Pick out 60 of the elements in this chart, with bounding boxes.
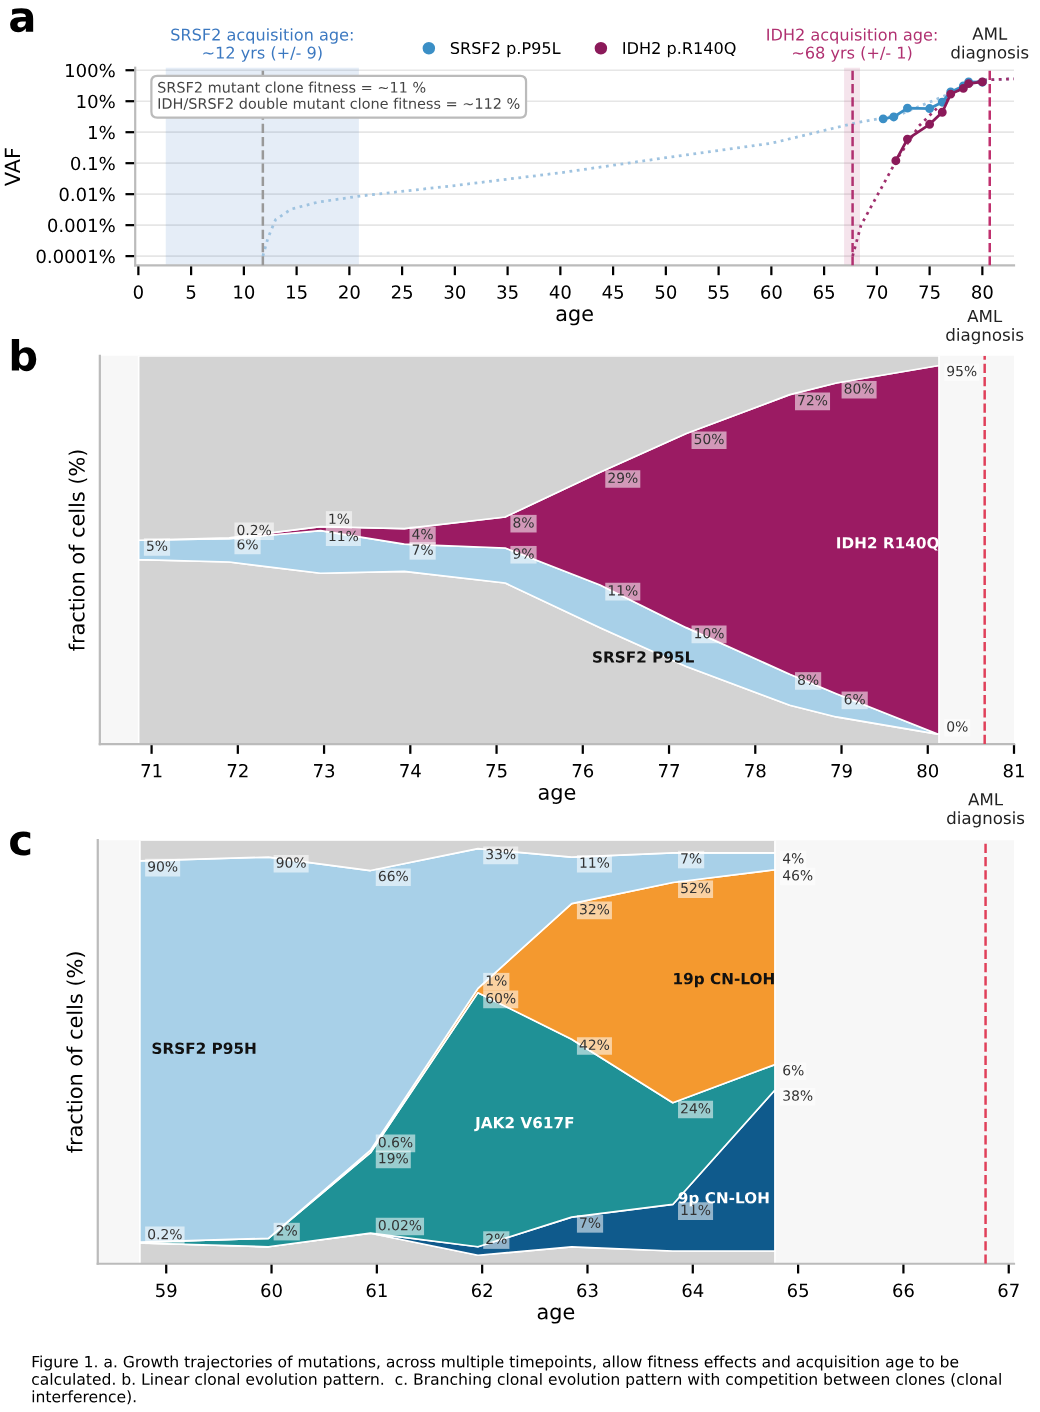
x-tick-label: 60 — [261, 1283, 282, 1298]
chart-title: b — [11, 338, 37, 372]
x-tick-label: 81 — [1003, 763, 1024, 778]
y-axis-title: fraction of cells (%) — [68, 450, 88, 651]
x-tick-label: 78 — [745, 763, 766, 778]
y-tick-label: 0.01% — [59, 187, 115, 202]
x-tick-label: 15 — [287, 285, 307, 299]
ref-line-label: AML diagnosis — [947, 793, 1025, 828]
x-tick-label: 71 — [141, 764, 162, 778]
x-tick-label: 65 — [813, 285, 835, 299]
legend-label: SRSF2 p.P95L — [450, 41, 561, 58]
x-tick-label: 79 — [831, 763, 852, 778]
y-tick-label: 0.001% — [48, 218, 115, 233]
x-tick-label: 67 — [998, 1283, 1019, 1298]
x-tick-label: 20 — [339, 285, 360, 299]
x-tick-label: 50 — [655, 285, 677, 299]
x-tick-label: 62 — [471, 1283, 492, 1298]
x-tick-label: 74 — [400, 764, 421, 778]
y-tick-label: 0.1% — [71, 156, 115, 171]
x-tick-label: 75 — [486, 764, 507, 778]
x-axis-title: age — [538, 787, 576, 804]
x-tick-label: 65 — [787, 1283, 809, 1298]
y-axis-title: VAF — [4, 148, 20, 187]
ref-line-label: AML diagnosis — [951, 27, 1029, 62]
x-tick-label: 45 — [602, 285, 624, 299]
x-tick-label: 72 — [227, 763, 248, 778]
y-axis-title: fraction of cells (%) — [66, 952, 86, 1153]
y-tick-label: 1% — [89, 125, 115, 140]
ref-line-label: AML diagnosis — [946, 309, 1024, 345]
x-tick-label: 40 — [549, 285, 571, 299]
band-label: SRSF2 acquisition age: ~12 yrs (+/- 9) — [171, 28, 353, 62]
x-tick-label: 77 — [659, 764, 679, 778]
chart-title: a — [10, 8, 34, 33]
x-tick-label: 61 — [366, 1283, 387, 1298]
y-tick-label: 0.0001% — [36, 249, 115, 264]
x-tick-label: 60 — [761, 285, 782, 299]
band-label: IDH2 acquisition age: ~68 yrs (+/- 1) — [767, 28, 937, 62]
x-tick-label: 73 — [314, 763, 335, 778]
x-axis-title: age — [556, 309, 593, 326]
x-tick-label: 55 — [708, 285, 729, 299]
x-axis-title: age — [537, 1307, 575, 1324]
y-tick-label: 10% — [77, 94, 115, 109]
x-tick-label: 64 — [682, 1283, 704, 1298]
legend-label: IDH2 p.R140Q — [623, 41, 736, 58]
x-tick-label: 75 — [919, 285, 940, 299]
x-tick-label: 25 — [391, 285, 413, 299]
x-tick-label: 5 — [186, 285, 196, 299]
x-tick-label: 80 — [917, 763, 939, 778]
x-tick-label: 10 — [234, 285, 255, 299]
x-tick-label: 59 — [156, 1283, 177, 1298]
x-tick-label: 0 — [133, 285, 143, 299]
x-tick-label: 30 — [444, 285, 466, 299]
x-tick-label: 63 — [577, 1283, 598, 1298]
x-tick-label: 66 — [893, 1283, 914, 1298]
y-tick-label: 100% — [66, 63, 115, 78]
chart-title: c — [10, 831, 31, 856]
x-tick-label: 76 — [572, 763, 594, 778]
x-tick-label: 35 — [497, 285, 518, 299]
x-tick-label: 80 — [972, 285, 993, 299]
x-tick-label: 70 — [866, 285, 888, 299]
